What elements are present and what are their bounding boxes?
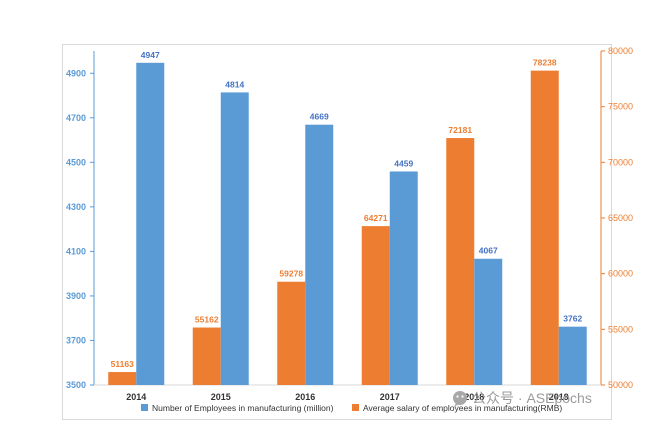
employees-data-label: 4459 (394, 158, 413, 168)
left-tick-label: 3700 (66, 335, 86, 345)
salary-data-label: 51163 (111, 359, 134, 369)
x-tick-label: 2017 (380, 392, 400, 402)
x-tick-label: 2016 (295, 392, 315, 402)
employees-bar (305, 124, 334, 385)
left-tick-label: 3900 (66, 291, 86, 301)
salary-bar (446, 138, 475, 385)
employees-bar (389, 171, 418, 385)
right-tick-label: 50000 (608, 380, 633, 390)
right-tick-label: 65000 (608, 213, 633, 223)
employees-data-label: 4669 (310, 112, 329, 122)
employees-bar (558, 326, 587, 385)
salary-data-label: 78238 (533, 58, 557, 68)
employees-data-label: 4814 (225, 79, 244, 89)
legend-swatch-salary (352, 404, 359, 411)
salary-data-label: 55162 (195, 315, 219, 325)
employees-data-label: 3762 (563, 314, 582, 324)
right-tick-label: 55000 (608, 324, 633, 334)
right-tick-label: 75000 (608, 102, 633, 112)
x-tick-label: 2015 (211, 392, 231, 402)
left-tick-label: 4100 (66, 246, 86, 256)
legend-label-salary: Average salary of employees in manufactu… (363, 403, 562, 413)
x-tick-label: 2014 (126, 392, 146, 402)
employees-bar (136, 62, 165, 386)
salary-data-label: 64271 (364, 213, 388, 223)
axes-group: 3500 3700 3900 4100 4300 4500 4700 4900 50000 550… (66, 46, 633, 402)
employees-data-label: 4067 (479, 246, 498, 256)
salary-data-label: 59278 (279, 269, 303, 279)
salary-bar (361, 226, 390, 385)
right-tick-label: 70000 (608, 157, 633, 167)
salary-bar (192, 327, 221, 385)
watermark-text: 公众号 · ASEpochs (472, 390, 592, 406)
left-tick-label: 3500 (66, 380, 86, 390)
salary-bar (530, 70, 559, 385)
right-tick-label: 80000 (608, 46, 633, 56)
right-tick-label: 60000 (608, 269, 633, 279)
employees-data-label: 4947 (141, 50, 160, 60)
salary-data-label: 72181 (448, 125, 472, 135)
left-tick-label: 4500 (66, 157, 86, 167)
x-tick-label: 2019 (549, 392, 569, 402)
left-tick-label: 4300 (66, 202, 86, 212)
left-tick-label: 4900 (66, 68, 86, 78)
watermark: 公众号 · ASEpochs (453, 390, 592, 407)
employees-bar (474, 258, 503, 385)
left-tick-label: 4700 (66, 113, 86, 123)
x-tick-label: 2018 (464, 392, 484, 402)
bars-group (108, 62, 587, 386)
salary-bar (108, 372, 137, 385)
legend-label-employees: Number of Employees in manufacturing (mi… (152, 403, 334, 413)
wechat-icon (453, 391, 467, 407)
legend-swatch-employees (141, 404, 148, 411)
legend: Number of Employees in manufacturing (mi… (141, 403, 562, 413)
salary-bar (277, 281, 306, 385)
employees-bar (220, 92, 249, 385)
data-labels-group: 51163 4947 55162 4814 59278 4669 64271 4459 7218… (111, 50, 583, 369)
